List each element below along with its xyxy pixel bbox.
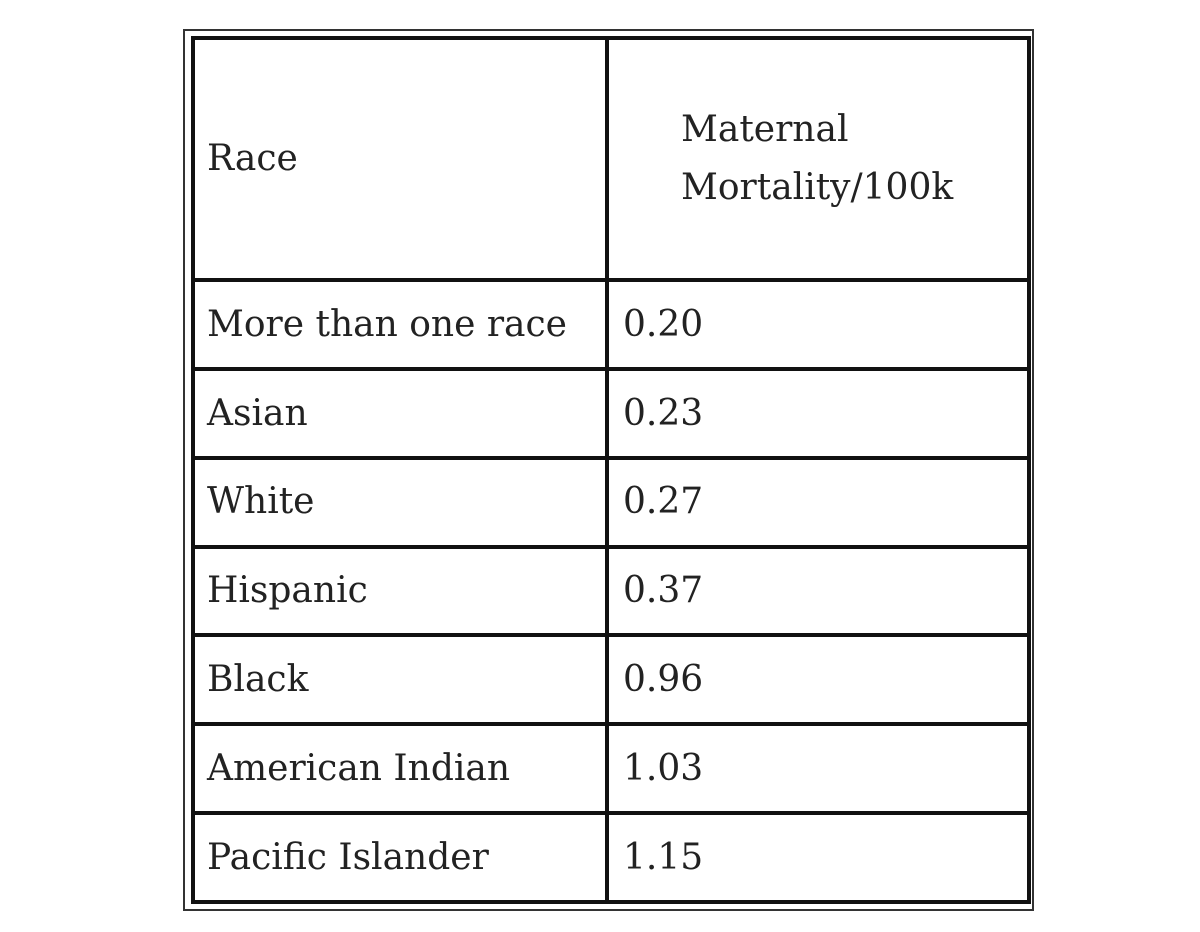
table: Race Maternal Mortality/100k More than one… [191, 35, 1031, 904]
table-cell: Hispanic [191, 544, 609, 638]
table-cell: 1.03 [605, 722, 1031, 816]
table-cell: 0.27 [605, 455, 1031, 549]
table-cell: White [191, 455, 609, 549]
table-row: More than one race 0.20 [191, 278, 1031, 371]
table-cell: 0.37 [605, 544, 1031, 638]
header-cell: Maternal Mortality/100k [605, 35, 1031, 283]
table-cell: 0.96 [605, 633, 1031, 727]
table-cell: More than one race [191, 278, 609, 371]
table-cell: Pacific Islander [191, 811, 609, 904]
table-row: Black 0.96 [191, 633, 1031, 727]
table-frame [183, 29, 1034, 911]
table-row: Asian 0.23 [191, 366, 1031, 460]
table-cell: Black [191, 633, 609, 727]
table-cell: American Indian [191, 722, 609, 816]
header-row: Race Maternal Mortality/100k [191, 35, 1031, 283]
table-cell: 1.15 [605, 811, 1031, 904]
table-body: Race Maternal Mortality/100k More than one… [191, 35, 1031, 904]
table-row: Pacific Islander 1.15 [191, 811, 1031, 904]
table-row: Hispanic 0.37 [191, 544, 1031, 638]
table-row: American Indian 1.03 [191, 722, 1031, 816]
table-cell: 0.20 [605, 278, 1031, 371]
table-cell: Asian [191, 366, 609, 460]
table-cell: 0.23 [605, 366, 1031, 460]
table-row: White 0.27 [191, 455, 1031, 549]
header-cell: Race [191, 35, 609, 283]
